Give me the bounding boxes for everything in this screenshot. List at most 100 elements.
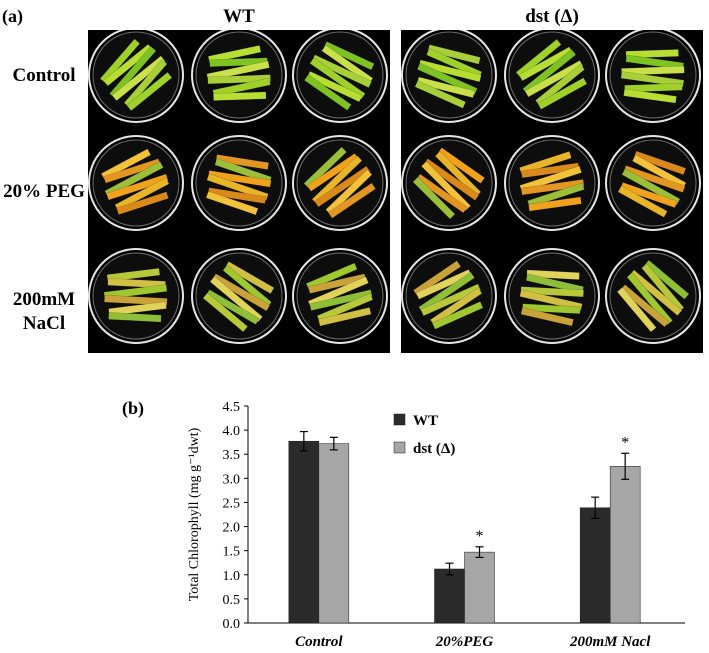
leaf-segment <box>515 38 562 79</box>
y-tick-label: 1.5 <box>223 545 241 560</box>
leaf-segment <box>213 91 267 101</box>
petri-dish <box>88 248 184 344</box>
petri-dish <box>401 27 497 123</box>
leaf-segment <box>437 147 486 184</box>
bar-wt-1 <box>434 568 465 624</box>
y-tick-label: 0.0 <box>223 617 241 632</box>
bar-wt-2 <box>579 507 611 624</box>
wt-dishes <box>88 27 388 344</box>
leaf-segment <box>211 273 271 312</box>
petri-dish <box>504 135 600 231</box>
leaf-segment <box>423 158 480 201</box>
leaf-segment <box>123 58 168 108</box>
leaf-segment <box>106 267 161 282</box>
leaf-segment <box>429 287 483 326</box>
leaf-segment <box>323 41 375 71</box>
dst-photo-panel <box>401 27 703 353</box>
leaf-segment <box>306 70 363 103</box>
bar-wt-0 <box>288 440 320 624</box>
y-tick-label: 0.5 <box>223 593 241 608</box>
leaf-segment <box>314 165 371 208</box>
wt-group-title: WT <box>223 6 255 27</box>
leaf-segment <box>126 71 173 112</box>
leaf-segment <box>623 88 677 104</box>
leaf-segment <box>623 165 686 193</box>
row-label-peg: 20% PEG <box>3 181 85 202</box>
leaf-segment <box>307 276 369 308</box>
leaf-segment <box>431 301 484 330</box>
leaf-segment <box>415 173 468 214</box>
petri-dish <box>191 135 287 231</box>
y-axis-label: Total Chlorophyll (mg g⁻¹dwt) <box>187 427 202 601</box>
leaf-segment <box>620 182 678 209</box>
leaf-segment <box>519 151 572 175</box>
leaf-segment <box>311 155 363 205</box>
leaf-segment <box>99 38 141 84</box>
leaf-segment <box>519 289 583 311</box>
leaf-segment <box>418 59 482 83</box>
leaf-segment <box>327 182 376 219</box>
leaf-segment <box>309 289 373 311</box>
leaf-segment <box>303 146 347 189</box>
petri-dish <box>88 135 184 231</box>
leaf-segment <box>528 196 582 212</box>
leaf-segment <box>108 312 162 323</box>
y-tick-label: 3.0 <box>223 472 241 487</box>
legend-label-wt: WT <box>413 413 438 429</box>
leaf-segment <box>206 60 270 82</box>
leaf-segment <box>643 259 690 300</box>
petri-dish <box>292 248 388 344</box>
significance-star: * <box>621 434 629 451</box>
leaf-segment <box>527 182 585 208</box>
leaf-segment <box>524 60 584 98</box>
leaf-segment <box>427 44 481 65</box>
petri-dish <box>401 248 497 344</box>
leaf-segment <box>207 45 262 64</box>
bar-dst-0 <box>318 443 350 624</box>
petri-dish <box>504 27 600 123</box>
leaf-segment <box>520 307 574 327</box>
leaf-segment <box>205 289 260 325</box>
leaf-segment <box>412 176 456 220</box>
dst-dishes <box>401 27 701 344</box>
leaf-segment <box>522 48 577 95</box>
petri-dish <box>504 248 600 344</box>
leaf-segment <box>318 307 372 327</box>
leaf-segment <box>109 45 157 99</box>
petri-dish <box>88 27 184 123</box>
leaf-segment <box>625 49 679 59</box>
row-label-control: Control <box>12 65 76 86</box>
y-tick-label: 1.0 <box>223 569 241 584</box>
leaf-segment <box>106 173 169 201</box>
x-tick-label: 20%PEG <box>435 634 494 650</box>
leaf-segment <box>621 168 681 206</box>
leaf-segment <box>629 269 683 316</box>
bar-dst-1 <box>464 551 495 624</box>
leaf-segment <box>111 55 166 102</box>
petri-dish <box>292 27 388 123</box>
leaf-segment <box>537 77 588 110</box>
panel-a-label: (a) <box>2 6 23 26</box>
leaf-segment <box>202 292 249 333</box>
leaf-segment <box>104 161 164 198</box>
petri-dish <box>191 248 287 344</box>
y-tick-label: 3.5 <box>223 448 241 463</box>
leaf-segment <box>103 284 168 300</box>
y-tick-label: 2.0 <box>223 521 241 536</box>
petri-dish <box>401 135 497 231</box>
leaf-segment <box>209 276 263 323</box>
leaf-segment <box>621 65 685 76</box>
leaf-segment <box>325 169 373 216</box>
leaf-segment <box>207 187 267 204</box>
legend-swatch-wt <box>393 413 406 426</box>
leaf-segment <box>100 148 152 180</box>
leaf-segment <box>535 63 585 107</box>
petri-dish <box>292 135 388 231</box>
y-tick-label: 4.0 <box>223 424 241 439</box>
leaf-segment <box>305 262 358 291</box>
leaf-segment <box>626 272 673 326</box>
petri-dish <box>605 27 701 123</box>
leaf-segment <box>224 261 275 295</box>
chlorophyll-bar-chart: 0.0 0.5 1.0 1.5 2.0 2.5 3.0 3.5 4.0 4.5 Total Chlo… <box>187 400 685 650</box>
petri-dish <box>191 27 287 123</box>
